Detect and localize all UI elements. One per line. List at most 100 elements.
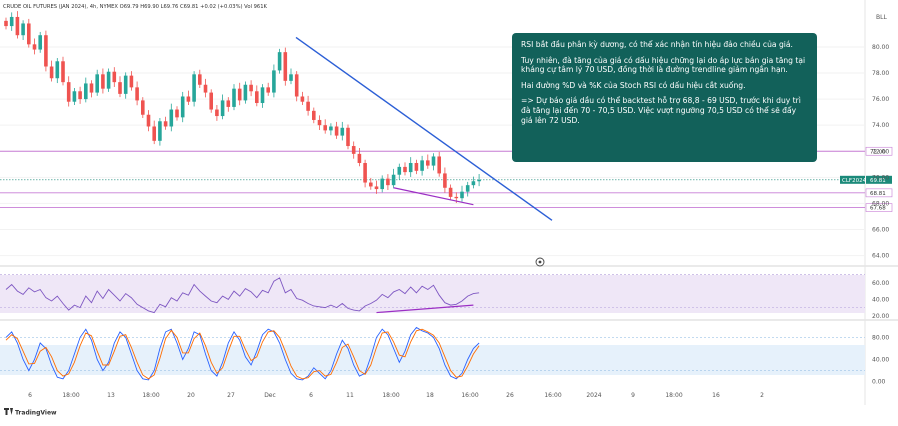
candle-body [49, 66, 54, 79]
candle-body [249, 84, 253, 92]
candle-body [391, 174, 396, 186]
price-tick-label: 70.00 [872, 174, 889, 181]
level-tag [865, 188, 893, 198]
candles [4, 11, 481, 204]
candle-body [163, 121, 168, 127]
candle-body [340, 127, 345, 136]
candle-body [277, 52, 282, 71]
candle-body [454, 196, 459, 199]
candle-body [346, 127, 350, 147]
brand-name: TradingView [15, 410, 57, 417]
candle-body [106, 71, 111, 89]
level-tag [865, 146, 893, 156]
price-tick-label: 74.00 [872, 122, 889, 129]
price-tick-label: 80.00 [872, 44, 889, 51]
candle-body [152, 126, 156, 141]
time-tick-label: 16 [712, 392, 720, 399]
time-tick-label: 16:00 [461, 392, 478, 399]
candle-body [186, 96, 191, 102]
time-tick-label: 18:00 [382, 392, 399, 399]
time-tick-label: 9 [631, 392, 635, 399]
candle-body [386, 178, 390, 186]
time-tick-label: 13 [107, 392, 115, 399]
side-label: BLL [876, 14, 887, 21]
candle-body [437, 156, 441, 174]
candle-body [95, 74, 99, 93]
candle-body [118, 82, 122, 94]
candle-body [374, 186, 379, 190]
candle-body [431, 156, 436, 166]
scroll-to-realtime-icon[interactable] [535, 257, 545, 267]
candle-body [158, 121, 162, 141]
candle-body [129, 75, 134, 88]
candle-body [306, 101, 310, 111]
rsi-divergence-line[interactable] [376, 304, 474, 314]
time-tick-label: 16:00 [544, 392, 561, 399]
chart-legend: CRUDE OIL FUTURES (JAN 2024), 4h, NYMEX … [3, 4, 267, 10]
candle-body [329, 126, 333, 131]
candle-body [15, 16, 20, 36]
tradingview-logo[interactable] [4, 408, 13, 415]
candle-body [465, 185, 470, 192]
candle-body [209, 92, 213, 110]
candle-body [27, 23, 31, 45]
candle-body [141, 100, 145, 115]
candle-body [89, 83, 94, 93]
candle-body [237, 88, 242, 101]
candle-body [44, 35, 48, 67]
candle-body [363, 162, 367, 183]
candle-body [55, 61, 60, 79]
current-symbol-tag [840, 175, 865, 184]
current-price-label: 69.81 [870, 178, 886, 184]
candle-body [243, 84, 248, 101]
candle-body [78, 91, 82, 100]
time-tick-label: 2 [760, 392, 764, 399]
note-paragraph-2: Tuy nhiên, đà tăng của giá có dấu hiệu c… [521, 55, 806, 75]
downtrend-line[interactable] [295, 36, 553, 221]
price-low-line[interactable] [393, 187, 474, 206]
candle-body [38, 35, 42, 50]
price-tick-label: 64.00 [872, 253, 889, 260]
candle-body [403, 166, 407, 173]
price-tick-label: 68.00 [872, 200, 889, 207]
candle-body [220, 100, 225, 117]
candle-body [369, 182, 373, 187]
candle-body [21, 23, 25, 36]
candle-body [112, 71, 117, 83]
price-tick-label: 72.00 [872, 148, 889, 155]
price-tick-label: 78.00 [872, 70, 889, 77]
candle-body [4, 20, 8, 27]
candle-body [123, 75, 128, 94]
candle-body [72, 91, 77, 102]
stoch-d-line [5, 328, 480, 380]
candle-body [9, 16, 14, 27]
current-symbol-label: CLF2024 [842, 178, 867, 184]
time-tick-label: 6 [309, 392, 313, 399]
candle-body [255, 91, 259, 104]
candle-body [226, 100, 231, 107]
rsi-tick-label: 60.00 [872, 280, 889, 287]
candle-body [146, 114, 151, 127]
level-label: 67.68 [870, 206, 886, 212]
time-tick-label: Dec [264, 392, 276, 399]
candle-body [426, 160, 430, 166]
candle-body [460, 191, 464, 199]
candle-body [414, 162, 419, 171]
rsi-line [5, 277, 480, 314]
candle-body [294, 74, 299, 97]
time-tick-label: 20 [187, 392, 195, 399]
time-tick-label: 11 [346, 392, 354, 399]
current-price-tag [866, 175, 892, 184]
analysis-note: RSI bắt đầu phân kỳ dương, có thể xác nh… [512, 33, 817, 162]
time-tick-label: 2024 [586, 392, 601, 399]
candle-body [312, 110, 316, 120]
time-tick-label: 26 [506, 392, 514, 399]
candle-body [477, 179, 481, 182]
candle-body [272, 70, 276, 93]
candle-body [448, 187, 453, 197]
stoch-band [0, 345, 865, 375]
candle-body [408, 162, 413, 173]
candle-body [232, 88, 236, 107]
candle-body [135, 87, 139, 101]
